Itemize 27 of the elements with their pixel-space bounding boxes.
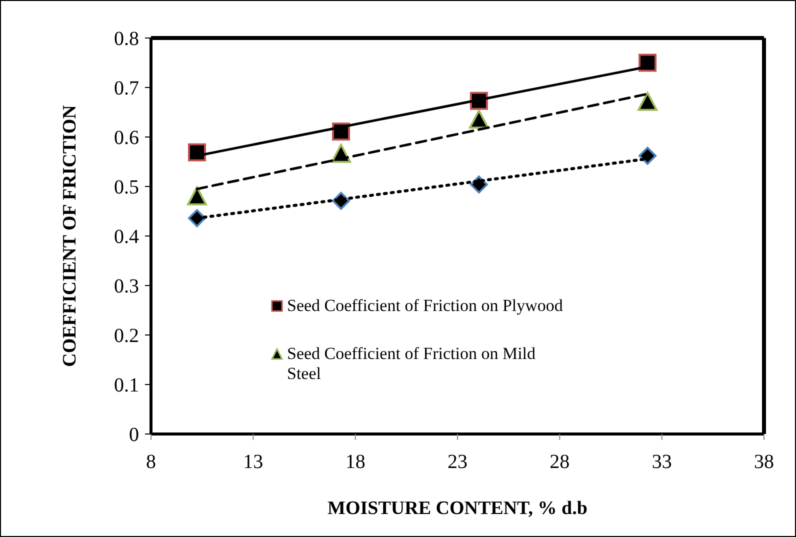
y-tick-label: 0 [129,424,139,446]
y-tick-label: 0.4 [114,226,139,248]
point [188,209,206,228]
y-tick-label: 0.8 [114,28,139,50]
point [186,186,207,206]
y-tick-label: 0.7 [114,78,139,100]
point [468,110,489,129]
x-tick-label: 38 [754,451,774,474]
y-axis-title: COEFFICIENT OF FRICTION [60,104,81,367]
y-tick-label: 0.2 [114,325,139,348]
x-tick-label: 8 [146,451,156,474]
point [188,143,206,162]
point [638,146,657,165]
point [638,54,657,72]
legend-label: Seed Coefficient of Friction on Plywood [287,296,563,316]
y-tick-label: 0.5 [114,176,139,199]
legend-label: Seed Coefficient of Friction on Mild Steel [287,344,537,384]
x-tick-label: 13 [243,451,264,474]
x-tick-label: 23 [448,451,468,474]
y-tick-label: 0.1 [114,374,139,397]
y-tick-label: 0.3 [114,276,139,298]
x-tick-label: 18 [345,451,366,474]
y-tick-label: 0.6 [114,127,139,150]
point [638,92,658,111]
x-tick-label: 33 [652,451,672,474]
x-tick-label: 28 [550,451,570,474]
x-axis-title: MOISTURE CONTENT, % d.b [328,498,588,519]
